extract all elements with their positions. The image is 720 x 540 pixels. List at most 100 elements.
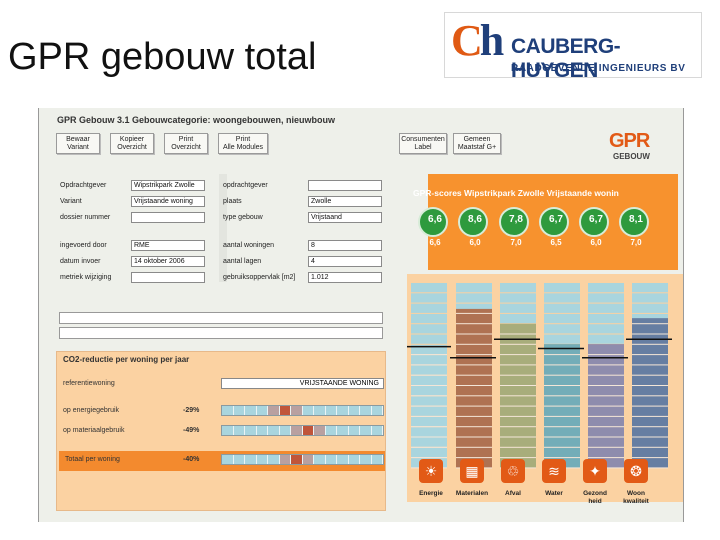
bar-segment-gap <box>632 333 668 335</box>
bar-background-segment <box>411 344 447 355</box>
bar-background-segment <box>544 313 580 324</box>
living-quality-icon[interactable]: ❂ <box>624 459 648 483</box>
notes-field-1[interactable] <box>59 312 383 324</box>
water-icon[interactable]: ≋ <box>542 459 566 483</box>
co2-bar-segment <box>360 426 372 435</box>
entry-date-field[interactable]: 14 oktober 2006 <box>131 256 205 267</box>
co2-bar-segment <box>314 455 326 464</box>
co2-bar-segment <box>291 426 303 435</box>
bar-background-segment <box>411 375 447 385</box>
last-change-field[interactable] <box>131 272 205 283</box>
bar-segment-gap <box>456 385 492 386</box>
bar-segment-gap <box>500 415 536 417</box>
co2-bar-segment <box>245 406 257 415</box>
co2-reduction-panel: CO2-reductie per woning per jaar referen… <box>56 351 386 511</box>
logo-name: CAUBERG-HUYGEN <box>511 35 621 82</box>
co2-bar-segment <box>279 455 291 464</box>
bar-segment-gap <box>500 333 536 335</box>
field-label: gebruiksoppervlak [m2] <box>223 274 296 281</box>
health-icon[interactable]: ✦ <box>583 459 607 483</box>
co2-bar-segment <box>279 406 291 415</box>
category-label: Afval <box>505 490 521 497</box>
co2-bar-segment <box>245 426 257 435</box>
category-label: Water <box>545 490 563 497</box>
co2-bar-segment <box>233 426 245 435</box>
print-all-modules-button[interactable]: Print Alle Modules <box>218 133 268 154</box>
print-overview-button[interactable]: Print Overzicht <box>164 133 208 154</box>
co2-materials-bar <box>221 425 384 436</box>
bar-segment-gap <box>588 374 624 376</box>
bar-segment-gap <box>500 436 536 438</box>
bar-background-segment <box>456 283 492 293</box>
field-label: dossier nummer <box>60 214 111 221</box>
co2-bar-segment <box>360 455 372 464</box>
notes-field-2[interactable] <box>59 327 383 339</box>
score-value: 6,7 <box>549 214 563 225</box>
gpr-scores-title: GPR-scores Wipstrikpark Zwolle Vrijstaan… <box>413 188 619 198</box>
field-label: aantal lagen <box>223 258 262 265</box>
bar-background-segment <box>500 283 536 293</box>
co2-bar-segment <box>256 426 268 435</box>
bar-background-segment <box>588 324 624 334</box>
bar-background-segment <box>544 293 580 303</box>
consumer-label-button[interactable]: Consumenten Label <box>399 133 447 154</box>
bar-segment-gap <box>456 333 492 335</box>
bar-segment-gap <box>544 436 580 438</box>
municipal-standard-button[interactable]: Gemeen Maatstaf G+ <box>453 133 501 154</box>
bar-segment-gap <box>456 364 492 366</box>
bar-segment-gap <box>632 405 668 407</box>
reference-score: 6,6 <box>429 238 441 247</box>
bar-segment-gap <box>544 426 580 428</box>
co2-bar-segment <box>371 406 383 415</box>
building-type-field[interactable]: Vrijstaand <box>308 212 382 223</box>
variant-field[interactable]: Vrijstaande woning <box>131 196 205 207</box>
number-of-dwellings-field[interactable]: 8 <box>308 240 382 251</box>
bar-segment-gap <box>588 354 624 356</box>
bar-segment-gap <box>632 323 668 325</box>
bar-segment-gap <box>588 405 624 407</box>
bar-background-segment <box>411 437 447 447</box>
client-field[interactable]: Wipstrikpark Zwolle <box>131 180 205 191</box>
co2-row-label: op energiegebruik <box>63 407 120 414</box>
bar-segment-gap <box>411 457 447 459</box>
bar-segment-gap <box>588 426 624 428</box>
bar-segment-gap <box>456 323 492 325</box>
category-label: Materialen <box>455 490 489 497</box>
co2-row-label: Totaal per woning <box>65 456 120 463</box>
client-2-field[interactable] <box>308 180 382 191</box>
entered-by-field[interactable]: RME <box>131 240 205 251</box>
bar-segment-gap <box>500 426 536 428</box>
slide-title: GPR gebouw total <box>8 36 317 78</box>
reference-select[interactable]: VRIJSTAANDE WONING <box>221 378 384 389</box>
co2-bar-segment <box>348 406 360 415</box>
number-of-floors-field[interactable]: 4 <box>308 256 382 267</box>
bar-segment-gap <box>456 343 492 345</box>
field-label: Opdrachtgever <box>60 182 107 189</box>
dossier-number-field[interactable] <box>131 212 205 223</box>
floor-area-field[interactable]: 1.012 <box>308 272 382 283</box>
field-label: datum invoer <box>60 258 101 265</box>
materials-icon[interactable]: ▦ <box>460 459 484 483</box>
co2-bar-segment <box>268 426 280 435</box>
bar-segment-gap <box>544 405 580 407</box>
reference-score: 7,0 <box>510 238 522 247</box>
score-medal <box>418 207 448 237</box>
bar-segment-gap <box>544 457 580 459</box>
bar-segment-gap <box>500 385 536 386</box>
waste-icon[interactable]: ♲ <box>501 459 525 483</box>
save-variant-button[interactable]: Bewaar Variant <box>56 133 100 154</box>
bar-segment-gap <box>411 354 447 356</box>
energy-icon[interactable]: ☀ <box>419 459 443 483</box>
project-info-panel: Opdrachtgever Wipstrikpark Zwolle Varian… <box>56 174 386 283</box>
place-field[interactable]: Zwolle <box>308 196 382 207</box>
bar-background-segment <box>456 303 492 313</box>
copy-overview-button[interactable]: Kopieer Overzicht <box>110 133 154 154</box>
bar-segment-gap <box>588 364 624 366</box>
bar-background-segment <box>588 334 624 344</box>
co2-bar-segment <box>245 455 257 464</box>
co2-bar-segment <box>302 426 314 435</box>
bar-background-segment <box>411 324 447 334</box>
bar-background-segment <box>411 365 447 375</box>
co2-row-label: op materiaalgebruik <box>63 427 125 434</box>
co2-bar-segment <box>314 406 326 415</box>
